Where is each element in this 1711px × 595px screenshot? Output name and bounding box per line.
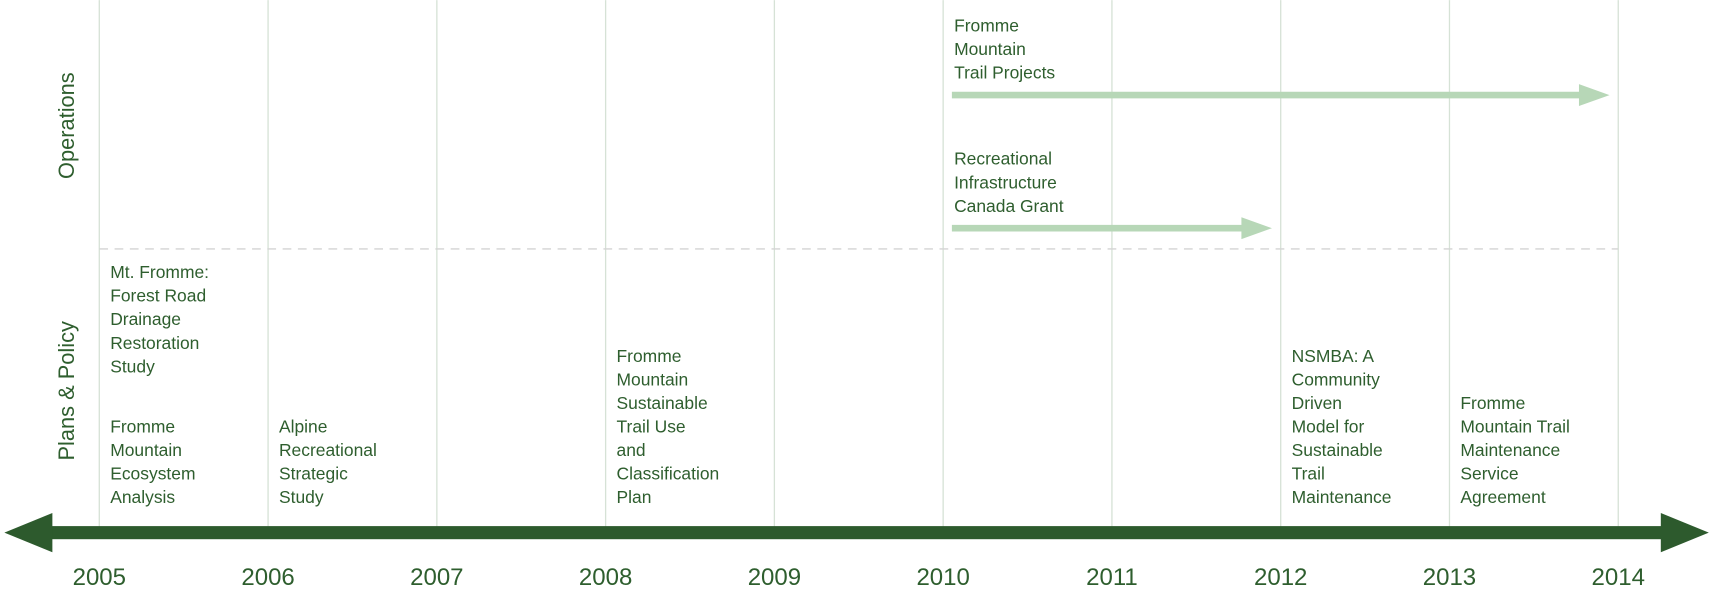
plan-label: Sustainable [617, 393, 708, 413]
plan-label: Sustainable [1292, 440, 1383, 460]
operation-label: Trail Projects [954, 63, 1055, 83]
year-label: 2011 [1086, 564, 1138, 591]
plan-label: Study [110, 356, 155, 376]
plan-label: Ecosystem [110, 464, 195, 484]
plan-label: Strategic [279, 464, 348, 484]
operation-label: Fromme [954, 16, 1019, 36]
operation-label: Canada Grant [954, 196, 1064, 216]
axis-arrowhead [4, 513, 53, 553]
year-label: 2012 [1254, 564, 1307, 591]
plan-label: Driven [1292, 393, 1342, 413]
operation-arrowhead [1578, 84, 1610, 106]
plan-label: Forest Road [110, 286, 206, 306]
plan-label: Restoration [110, 333, 199, 353]
year-label: 2007 [410, 564, 463, 591]
section-label: Plans & Policy [54, 321, 79, 461]
year-label: 2006 [241, 564, 294, 591]
operation-label: Recreational [954, 149, 1052, 169]
year-label: 2014 [1592, 564, 1645, 591]
plan-label: Recreational [279, 440, 377, 460]
plan-label: Maintenance [1460, 440, 1560, 460]
plan-label: Drainage [110, 309, 181, 329]
plan-label: Fromme [110, 416, 175, 436]
plan-label: Community [1292, 369, 1380, 389]
plan-label: Alpine [279, 416, 327, 436]
plan-label: Model for [1292, 416, 1365, 436]
year-label: 2013 [1423, 564, 1476, 591]
operation-label: Mountain [954, 39, 1026, 59]
axis-arrowhead [1660, 513, 1709, 553]
plan-label: Maintenance [1292, 487, 1392, 507]
section-label: Operations [54, 72, 79, 179]
year-label: 2008 [579, 564, 632, 591]
plan-label: Trail Use [617, 416, 686, 436]
plan-label: Plan [617, 487, 652, 507]
plan-label: Trail [1292, 464, 1325, 484]
plan-label: Fromme [617, 346, 682, 366]
plan-label: Classification [617, 464, 720, 484]
plan-label: Study [279, 487, 324, 507]
plan-label: Analysis [110, 487, 175, 507]
plan-label: Mt. Fromme: [110, 262, 209, 282]
plan-label: and [617, 440, 646, 460]
year-label: 2009 [748, 564, 801, 591]
plan-label: Fromme [1460, 393, 1525, 413]
plan-label: Mountain Trail [1460, 416, 1570, 436]
year-label: 2005 [73, 564, 126, 591]
plan-label: Service [1460, 464, 1518, 484]
operation-label: Infrastructure [954, 172, 1057, 192]
plan-label: Mountain [617, 369, 689, 389]
main-axis [4, 513, 1709, 553]
plan-label: NSMBA: A [1292, 346, 1375, 366]
plan-label: Agreement [1460, 487, 1545, 507]
year-label: 2010 [916, 564, 969, 591]
plan-label: Mountain [110, 440, 182, 460]
operation-arrowhead [1241, 217, 1272, 240]
axis-bar [43, 526, 1670, 540]
